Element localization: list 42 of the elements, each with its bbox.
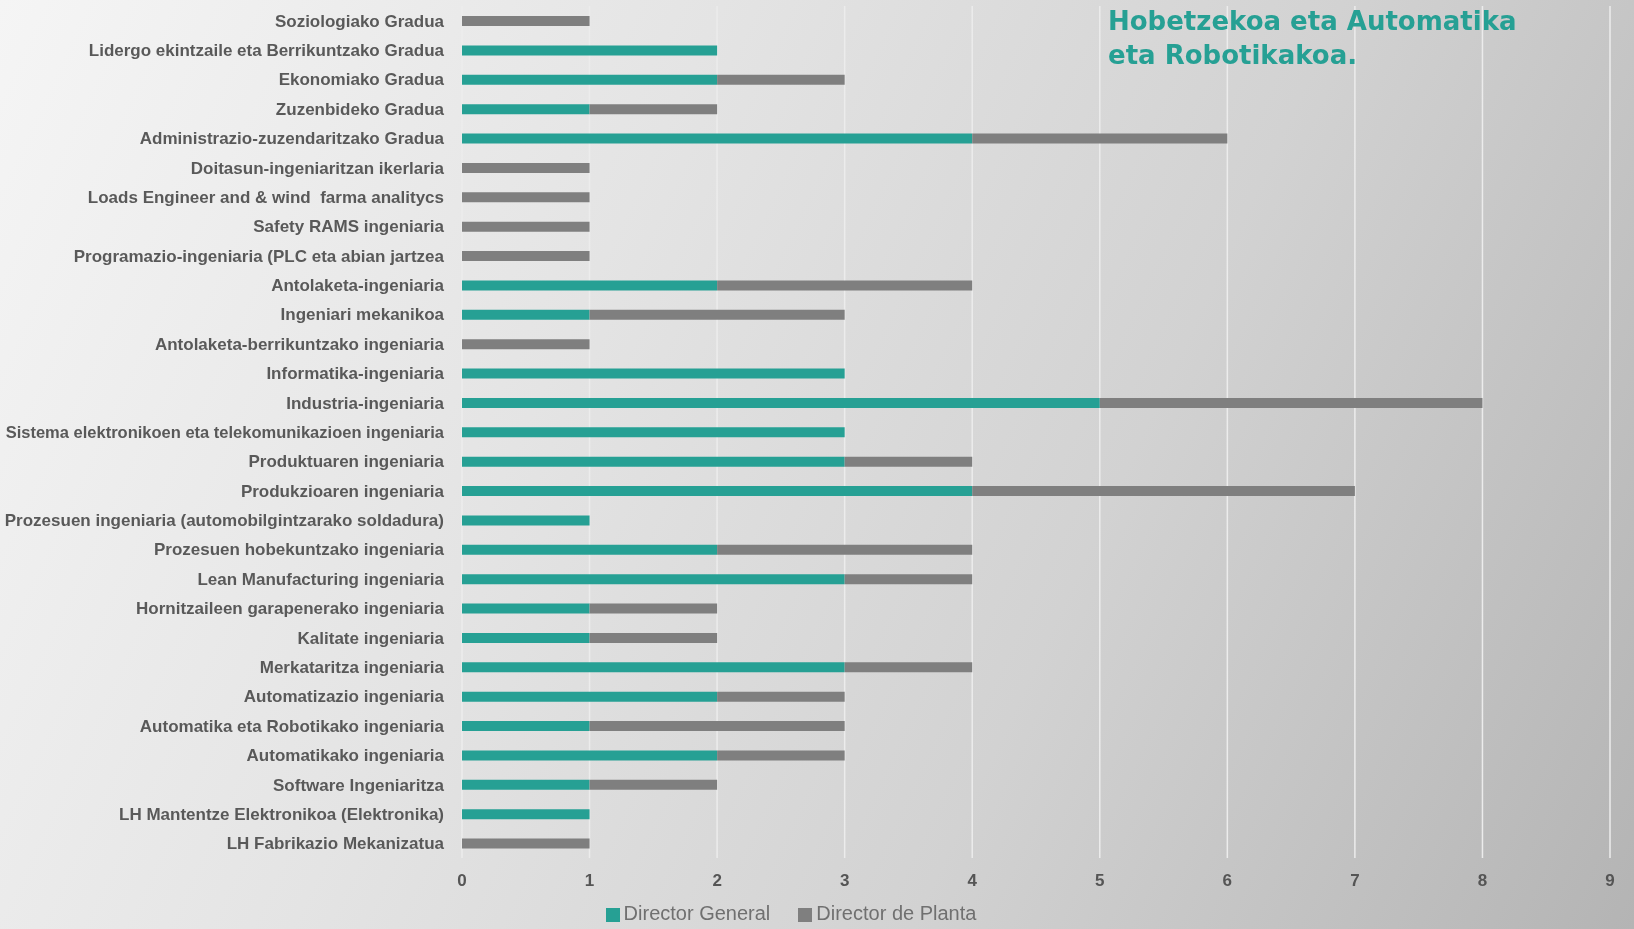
y-tick-label: Software Ingeniaritza [273,775,445,795]
y-tick-label: Antolaketa-ingeniaria [271,276,445,296]
y-tick-label: LH Mantentze Elektronikoa (Elektronika) [119,804,444,824]
y-tick-label: Sistema elektronikoen eta telekomunikazioen ingeniaria [5,422,445,441]
x-tick-label: 6 [1222,870,1233,890]
y-tick-label: Lidergo ekintzaile eta Berrikuntzako Gradua [88,41,445,61]
y-tick-label: Kalitate ingeniaria [297,628,445,648]
x-tick-label: 2 [712,870,722,890]
y-tick-label: Antolaketa-berrikuntzako ingeniaria [154,334,445,354]
y-tick-label: Safety RAMS ingeniaria [253,217,445,237]
y-tick-label: Produkzioaren ingeniaria [240,481,445,501]
y-tick-label: Prozesuen ingeniaria (automobilgintzarako soldadura) [4,511,444,531]
y-tick-label: Doitasun-ingeniaritzan ikerlaria [190,158,445,178]
text: Hobetzekoa eta Automatika eta Robotikakoa. [1108,5,1518,72]
x-tick-label: 9 [1605,870,1615,890]
y-tick-label: Produktuaren ingeniaria [248,452,445,472]
y-tick-label: Merkataritza ingeniaria [259,657,445,677]
y-tick-label: Informatika-ingeniaria [266,364,445,384]
x-tick-label: 8 [1477,870,1488,890]
x-tick-label: 1 [584,870,595,890]
x-tick-label: 7 [1350,870,1360,890]
y-tick-label: Administrazio-zuzendaritzako Gradua [139,129,445,149]
y-tick-label: Loads Engineer and & wind farma analitycs [87,187,444,207]
y-tick-label: Prozesuen hobekuntzako ingeniaria [153,540,445,560]
legend-label: Director General [623,902,771,924]
y-tick-label: Lean Manufacturing ingeniaria [197,569,445,589]
y-tick-label: Automatizazio ingeniaria [243,687,445,707]
y-tick-label: Zuzenbideko Gradua [275,99,445,119]
x-tick-label: 0 [457,870,467,890]
legend-label: Director de Planta [816,902,977,924]
y-tick-label: Soziologiako Gradua [274,11,445,31]
y-tick-label: Automatika eta Robotikako ingeniaria [139,716,445,736]
y-tick-label: Ekonomiako Gradua [278,70,445,90]
y-tick-label: Hornitzaileen garapenerako ingeniaria [136,599,445,619]
y-tick-label: Automatikako ingeniaria [246,746,445,766]
y-tick-label: Industria-ingeniaria [286,393,445,413]
y-tick-label: Ingeniari mekanikoa [280,305,445,325]
x-tick-label: 4 [967,870,978,890]
x-tick-label: 5 [1095,870,1105,890]
x-tick-label: 3 [839,870,850,890]
y-tick-label: LH Fabrikazio Mekanizatua [226,834,445,854]
y-tick-label: Programazio-ingeniaria (PLC eta abian jartzea [73,246,445,266]
